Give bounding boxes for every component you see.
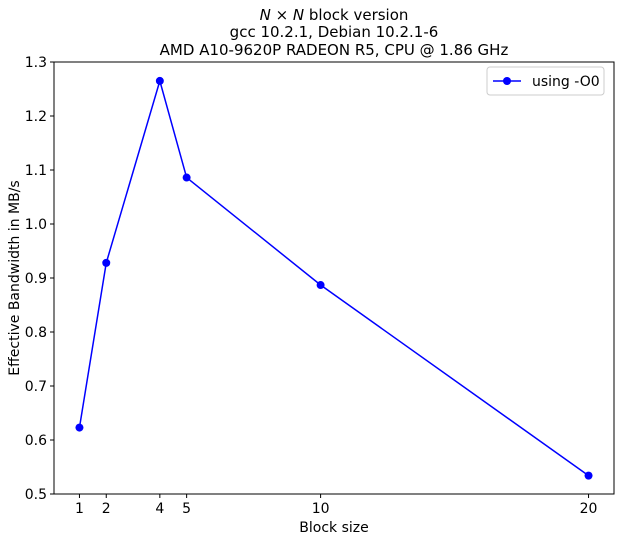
data-point <box>182 173 191 182</box>
data-point <box>584 471 593 480</box>
data-point <box>316 281 325 290</box>
series-line <box>78 78 589 477</box>
chart-title-math: N × N <box>260 6 305 24</box>
x-tick-label: 2 <box>102 501 111 517</box>
x-axis: 1 2 4 5 10 20 <box>75 494 597 517</box>
data-point <box>75 423 84 432</box>
plot-area <box>53 61 615 495</box>
chart-title-line-1: N × N block version <box>260 6 409 24</box>
y-tick-label: 1.1 <box>25 163 47 179</box>
y-tick-label: 1.3 <box>25 55 47 71</box>
data-point <box>155 76 164 85</box>
plot-frame <box>53 61 615 495</box>
x-tick-label: 20 <box>580 501 598 517</box>
y-tick-label: 0.8 <box>25 325 47 341</box>
x-tick-label: 10 <box>312 501 330 517</box>
data-point <box>102 258 111 267</box>
x-tick-label: 1 <box>75 501 84 517</box>
chart-subtitle-cpu: AMD A10-9620P RADEON R5, CPU @ 1.86 GHz <box>160 41 509 59</box>
y-tick-label: 1.2 <box>25 109 47 125</box>
y-tick-label: 1.0 <box>25 217 47 233</box>
legend-box <box>486 66 605 96</box>
y-tick-label: 0.5 <box>25 487 47 503</box>
chart-subtitle-compiler: gcc 10.2.1, Debian 10.2.1-6 <box>230 23 439 41</box>
y-tick-label: 0.9 <box>25 271 47 287</box>
y-axis: 0.5 0.6 0.7 0.8 0.9 1.0 1.1 1.2 1.3 <box>25 55 54 503</box>
x-tick-label: 4 <box>155 501 164 517</box>
y-axis-label: Effective Bandwidth in MB/s <box>7 180 23 375</box>
x-axis-label: Block size <box>299 520 368 536</box>
y-tick-label: 0.6 <box>25 433 47 449</box>
legend: using -O0 <box>486 66 605 96</box>
legend-entry-label: using -O0 <box>532 74 600 90</box>
y-tick-label: 0.7 <box>25 379 47 395</box>
x-tick-label: 5 <box>182 501 191 517</box>
legend-marker <box>503 77 511 85</box>
series-layer <box>75 76 593 480</box>
